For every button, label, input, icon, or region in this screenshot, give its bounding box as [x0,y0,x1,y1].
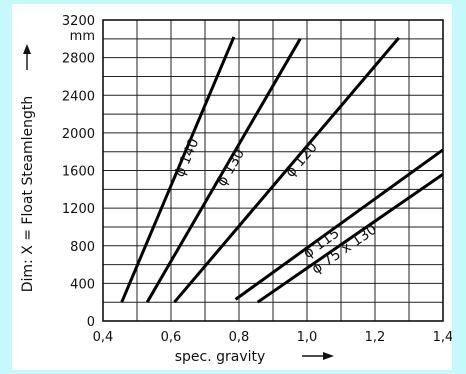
chart-panel: 0,4 0,6 0,8 1,0 1,2 1,4 0 400 800 1200 1600 2000 24… [12,4,452,370]
y-axis-label: Dim: X = Float Steamlength [20,96,36,293]
y-axis-label-group: Dim: X = Float Steamlength [20,44,36,292]
y-tick-label: 1200 [62,202,95,217]
series-label-0: ϕ 140 [172,136,202,179]
series-line-2 [173,36,400,304]
x-tick-label: 0,4 [93,330,114,345]
x-tick-label: 1,2 [365,330,386,345]
y-tick-label: 1600 [62,165,95,180]
y-axis-arrow-icon [23,44,31,54]
x-tick-label: 0,8 [229,330,250,345]
x-tick-label: 0,6 [161,330,182,345]
x-tick-labels: 0,4 0,6 0,8 1,0 1,2 1,4 [93,330,452,345]
grid [103,20,443,321]
y-tick-label: 800 [70,240,95,255]
series-line-3 [234,148,444,301]
series-label-2: ϕ 120 [282,139,320,180]
y-tick-label: 2000 [62,127,95,142]
series-label-1: ϕ 130 [214,146,248,189]
y-tick-label: 2800 [62,52,95,67]
x-axis-label: spec. gravity [175,349,266,365]
x-axis-label-group: spec. gravity [175,349,334,365]
y-tick-label: 3200 [62,14,95,29]
x-tick-label: 1,4 [433,330,452,345]
series-line-4 [256,173,444,304]
plot-frame [102,19,444,322]
x-tick-label: 1,0 [297,330,318,345]
y-unit-label: mm [70,29,95,44]
y-tick-label: 0 [87,315,95,330]
series-lines [120,36,444,304]
gravity-chart: 0,4 0,6 0,8 1,0 1,2 1,4 0 400 800 1200 1600 2000 24… [20,14,452,365]
series-line-0 [120,36,236,303]
series-line-1 [145,38,302,303]
y-tick-label: 400 [70,277,95,292]
y-tick-labels: 0 400 800 1200 1600 2000 2400 2800 3200 [62,14,95,330]
x-axis-arrow-icon [323,352,334,360]
y-tick-label: 2400 [62,89,95,104]
